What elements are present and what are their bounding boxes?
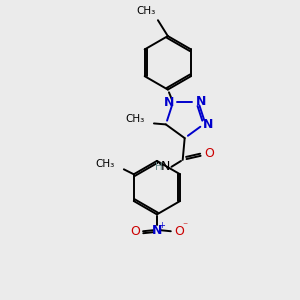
- Text: O: O: [130, 225, 140, 238]
- Text: +: +: [158, 221, 165, 230]
- Text: N: N: [164, 96, 174, 109]
- Text: CH₃: CH₃: [126, 115, 145, 124]
- Text: N: N: [203, 118, 214, 131]
- Text: O: O: [205, 148, 214, 160]
- Text: CH₃: CH₃: [96, 159, 115, 170]
- Text: CH₃: CH₃: [137, 6, 156, 16]
- Text: H: H: [155, 162, 163, 172]
- Text: ⁻: ⁻: [182, 221, 187, 231]
- Text: N: N: [161, 160, 170, 173]
- Text: N: N: [196, 95, 206, 108]
- Text: O: O: [174, 225, 184, 238]
- Text: N: N: [152, 224, 162, 237]
